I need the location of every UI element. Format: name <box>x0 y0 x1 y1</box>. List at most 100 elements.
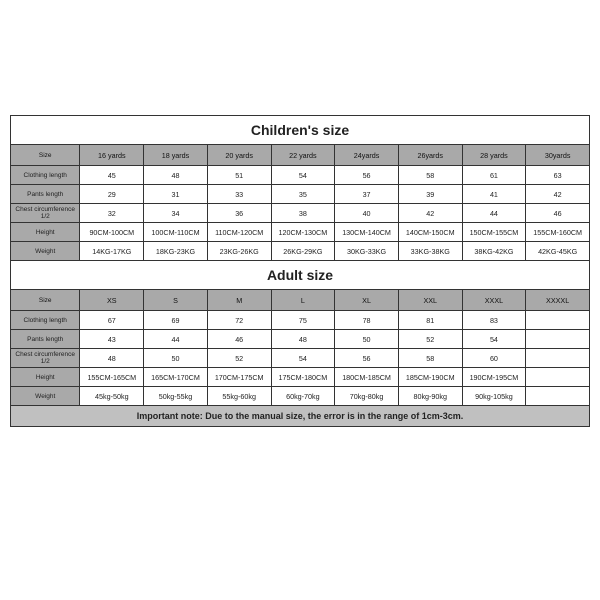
cell: 130CM-140CM <box>335 223 399 242</box>
col-header: XXXL <box>462 290 526 311</box>
cell: 23KG-26KG <box>207 242 271 261</box>
cell: 38 <box>271 204 335 223</box>
cell: 175CM-180CM <box>271 368 335 387</box>
table-row: Weight 14KG-17KG 18KG-23KG 23KG-26KG 26K… <box>11 242 590 261</box>
col-header: Size <box>11 290 80 311</box>
cell: 72 <box>207 311 271 330</box>
cell: 55kg-60kg <box>207 387 271 406</box>
children-header-row: Size 16 yards 18 yards 20 yards 22 yards… <box>11 145 590 166</box>
col-header: 22 yards <box>271 145 335 166</box>
cell: 100CM-110CM <box>144 223 208 242</box>
cell: 110CM-120CM <box>207 223 271 242</box>
cell: 58 <box>398 166 462 185</box>
col-header: XL <box>335 290 399 311</box>
cell <box>526 368 590 387</box>
cell: 45kg-50kg <box>80 387 144 406</box>
col-header: 30yards <box>526 145 590 166</box>
cell: 43 <box>80 330 144 349</box>
cell: 56 <box>335 349 399 368</box>
cell: 80kg-90kg <box>398 387 462 406</box>
col-header: Size <box>11 145 80 166</box>
row-label: Height <box>11 223 80 242</box>
table-row: Chest circumference 1/2 32 34 36 38 40 4… <box>11 204 590 223</box>
table-row: Pants length 43 44 46 48 50 52 54 <box>11 330 590 349</box>
row-label: Clothing length <box>11 166 80 185</box>
col-header: 16 yards <box>80 145 144 166</box>
cell: 56 <box>335 166 399 185</box>
cell: 46 <box>526 204 590 223</box>
cell: 150CM-155CM <box>462 223 526 242</box>
cell: 33 <box>207 185 271 204</box>
cell: 61 <box>462 166 526 185</box>
row-label: Pants length <box>11 330 80 349</box>
cell: 42KG-45KG <box>526 242 590 261</box>
col-header: 28 yards <box>462 145 526 166</box>
table-row: Clothing length 45 48 51 54 56 58 61 63 <box>11 166 590 185</box>
size-table: Children's size Size 16 yards 18 yards 2… <box>10 115 590 427</box>
cell <box>526 349 590 368</box>
cell: 48 <box>271 330 335 349</box>
col-header: 18 yards <box>144 145 208 166</box>
cell: 90kg-105kg <box>462 387 526 406</box>
cell: 60kg-70kg <box>271 387 335 406</box>
row-label: Chest circumference 1/2 <box>11 349 80 368</box>
cell: 42 <box>398 204 462 223</box>
row-label: Chest circumference 1/2 <box>11 204 80 223</box>
cell: 34 <box>144 204 208 223</box>
cell: 52 <box>207 349 271 368</box>
table-row: Weight 45kg-50kg 50kg-55kg 55kg-60kg 60k… <box>11 387 590 406</box>
cell: 14KG-17KG <box>80 242 144 261</box>
cell: 140CM-150CM <box>398 223 462 242</box>
adult-title: Adult size <box>11 261 590 290</box>
table-row: Height 90CM-100CM 100CM-110CM 110CM-120C… <box>11 223 590 242</box>
cell: 78 <box>335 311 399 330</box>
cell: 75 <box>271 311 335 330</box>
table-row: Height 155CM-165CM 165CM-170CM 170CM-175… <box>11 368 590 387</box>
col-header: 24yards <box>335 145 399 166</box>
cell: 31 <box>144 185 208 204</box>
cell: 185CM-190CM <box>398 368 462 387</box>
col-header: L <box>271 290 335 311</box>
cell: 70kg-80kg <box>335 387 399 406</box>
cell <box>526 311 590 330</box>
cell: 48 <box>80 349 144 368</box>
cell: 190CM-195CM <box>462 368 526 387</box>
table-row: Clothing length 67 69 72 75 78 81 83 <box>11 311 590 330</box>
table-row: Pants length 29 31 33 35 37 39 41 42 <box>11 185 590 204</box>
cell: 69 <box>144 311 208 330</box>
cell <box>526 387 590 406</box>
cell: 18KG-23KG <box>144 242 208 261</box>
cell: 46 <box>207 330 271 349</box>
cell: 50 <box>144 349 208 368</box>
cell: 45 <box>80 166 144 185</box>
cell: 30KG-33KG <box>335 242 399 261</box>
size-chart: Children's size Size 16 yards 18 yards 2… <box>10 0 590 427</box>
cell: 50kg-55kg <box>144 387 208 406</box>
cell: 54 <box>462 330 526 349</box>
cell: 44 <box>144 330 208 349</box>
table-row: Chest circumference 1/2 48 50 52 54 56 5… <box>11 349 590 368</box>
col-header: 20 yards <box>207 145 271 166</box>
col-header: S <box>144 290 208 311</box>
cell: 50 <box>335 330 399 349</box>
cell: 40 <box>335 204 399 223</box>
cell: 37 <box>335 185 399 204</box>
col-header: XXXXL <box>526 290 590 311</box>
cell: 54 <box>271 166 335 185</box>
important-note: Important note: Due to the manual size, … <box>11 406 590 427</box>
cell: 39 <box>398 185 462 204</box>
cell: 44 <box>462 204 526 223</box>
cell: 51 <box>207 166 271 185</box>
cell: 170CM-175CM <box>207 368 271 387</box>
cell: 52 <box>398 330 462 349</box>
cell: 33KG-38KG <box>398 242 462 261</box>
cell: 41 <box>462 185 526 204</box>
cell: 32 <box>80 204 144 223</box>
row-label: Pants length <box>11 185 80 204</box>
row-label: Weight <box>11 242 80 261</box>
col-header: M <box>207 290 271 311</box>
cell: 165CM-170CM <box>144 368 208 387</box>
adult-header-row: Size XS S M L XL XXL XXXL XXXXL <box>11 290 590 311</box>
cell: 38KG-42KG <box>462 242 526 261</box>
row-label: Height <box>11 368 80 387</box>
